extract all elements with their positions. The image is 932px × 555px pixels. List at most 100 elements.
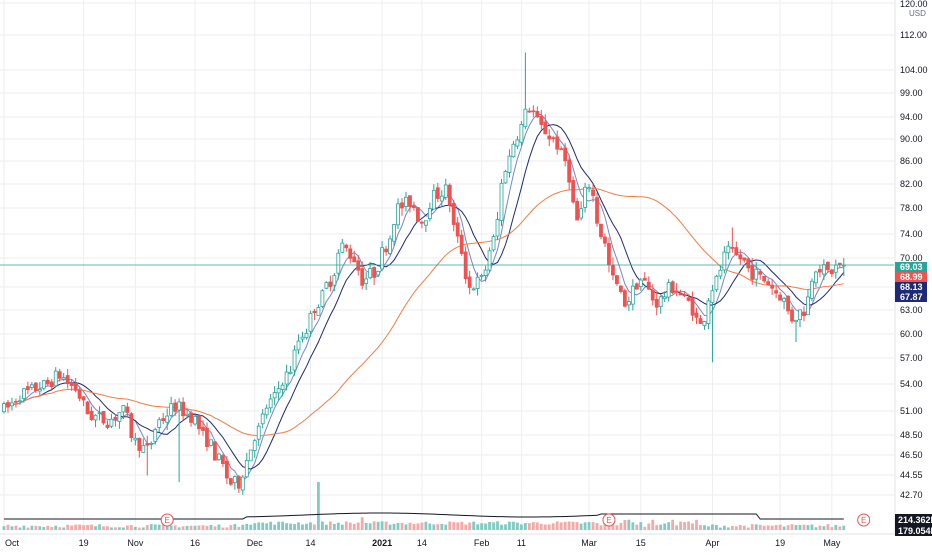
candle[interactable] — [718, 265, 723, 280]
candle[interactable] — [252, 438, 257, 458]
candle[interactable] — [435, 182, 440, 202]
candle[interactable] — [388, 235, 392, 256]
candle[interactable] — [495, 212, 500, 241]
candle[interactable] — [587, 184, 591, 193]
candle[interactable] — [563, 143, 568, 167]
candle[interactable] — [754, 261, 759, 287]
candle[interactable] — [169, 396, 174, 417]
candle[interactable] — [25, 381, 30, 395]
candle[interactable] — [750, 257, 755, 285]
candle[interactable] — [348, 244, 353, 264]
candle[interactable] — [392, 223, 396, 246]
candle[interactable] — [41, 380, 46, 391]
candle[interactable] — [778, 291, 782, 301]
candle[interactable] — [73, 378, 78, 393]
candle[interactable] — [451, 199, 456, 232]
candle[interactable] — [45, 377, 50, 386]
candle[interactable] — [559, 146, 564, 151]
candle[interactable] — [224, 456, 229, 485]
candle[interactable] — [145, 435, 150, 476]
candle[interactable] — [153, 427, 158, 445]
candle[interactable] — [189, 410, 193, 427]
candle[interactable] — [284, 364, 289, 391]
candle[interactable] — [376, 270, 381, 278]
candle[interactable] — [539, 109, 544, 130]
candle[interactable] — [165, 408, 170, 431]
candle[interactable] — [622, 288, 627, 308]
candle[interactable] — [471, 287, 476, 291]
candle[interactable] — [256, 422, 261, 447]
candle[interactable] — [638, 277, 643, 291]
candle[interactable] — [105, 420, 110, 430]
candle[interactable] — [726, 241, 731, 260]
candlesticks[interactable] — [2, 52, 846, 496]
candle[interactable] — [220, 453, 225, 468]
candle[interactable] — [487, 247, 492, 273]
candle[interactable] — [149, 441, 154, 450]
candle[interactable] — [555, 130, 560, 155]
candle[interactable] — [698, 314, 703, 324]
candle[interactable] — [515, 136, 520, 150]
candle[interactable] — [404, 191, 408, 212]
candle[interactable] — [419, 220, 424, 229]
candle[interactable] — [794, 319, 798, 342]
candle[interactable] — [260, 408, 265, 429]
candle[interactable] — [583, 182, 587, 213]
candle[interactable] — [467, 270, 472, 295]
candle[interactable] — [427, 202, 432, 222]
candle[interactable] — [125, 402, 130, 418]
candle[interactable] — [833, 259, 838, 279]
candle[interactable] — [798, 309, 802, 328]
candle[interactable] — [332, 272, 337, 292]
candle[interactable] — [236, 474, 241, 493]
candle[interactable] — [690, 291, 695, 322]
candle[interactable] — [276, 381, 281, 401]
candle[interactable] — [57, 368, 62, 382]
candle[interactable] — [527, 107, 532, 113]
candle[interactable] — [770, 278, 775, 295]
candle[interactable] — [523, 52, 528, 130]
candle[interactable] — [650, 284, 655, 306]
candle[interactable] — [10, 397, 14, 411]
candle[interactable] — [455, 217, 460, 243]
candle[interactable] — [384, 245, 388, 256]
candle[interactable] — [547, 129, 552, 147]
candle[interactable] — [766, 278, 771, 285]
candle[interactable] — [2, 401, 6, 414]
earnings-marker[interactable]: E — [857, 513, 871, 527]
candle[interactable] — [93, 414, 98, 428]
candle[interactable] — [14, 398, 18, 408]
candle[interactable] — [575, 198, 580, 221]
candle[interactable] — [758, 268, 763, 280]
candle[interactable] — [821, 259, 826, 280]
candle[interactable] — [320, 289, 325, 309]
candle[interactable] — [137, 437, 142, 458]
candle[interactable] — [459, 229, 464, 256]
candle[interactable] — [264, 404, 269, 419]
candle[interactable] — [571, 176, 576, 204]
candle[interactable] — [447, 183, 452, 213]
candle[interactable] — [400, 198, 404, 216]
candle[interactable] — [599, 223, 603, 240]
candle[interactable] — [670, 280, 675, 295]
candle[interactable] — [217, 452, 221, 461]
candle[interactable] — [197, 415, 201, 435]
candle[interactable] — [37, 382, 42, 396]
candle[interactable] — [396, 198, 400, 230]
earnings-marker[interactable]: E — [602, 513, 616, 527]
candle[interactable] — [786, 295, 790, 315]
candle[interactable] — [372, 266, 377, 285]
candle[interactable] — [296, 334, 301, 355]
candle[interactable] — [686, 294, 691, 302]
candle[interactable] — [738, 249, 743, 266]
candle[interactable] — [344, 243, 349, 252]
candle[interactable] — [499, 178, 504, 227]
candle[interactable] — [18, 395, 22, 405]
candle[interactable] — [810, 278, 814, 302]
candle[interactable] — [730, 227, 735, 253]
candle[interactable] — [228, 478, 233, 487]
candle[interactable] — [129, 412, 134, 443]
candle[interactable] — [69, 379, 74, 391]
candle[interactable] — [97, 406, 102, 421]
